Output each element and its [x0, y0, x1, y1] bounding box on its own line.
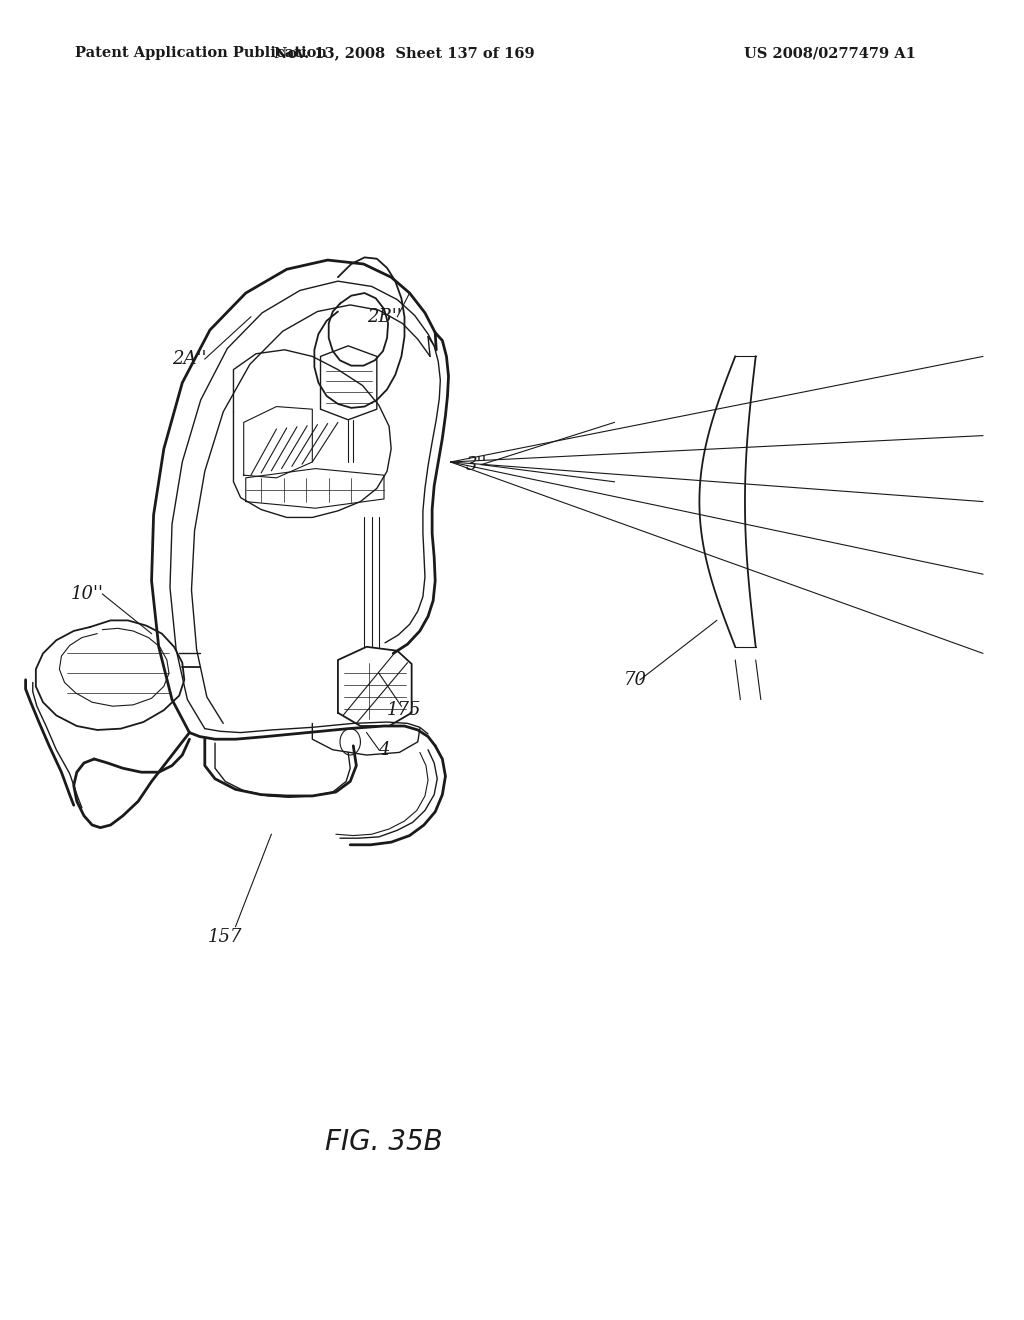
- Text: 175: 175: [387, 701, 422, 719]
- Text: 3'': 3'': [466, 455, 486, 474]
- Text: Nov. 13, 2008  Sheet 137 of 169: Nov. 13, 2008 Sheet 137 of 169: [274, 46, 535, 61]
- Text: 2B'': 2B'': [367, 308, 401, 326]
- Text: 2A'': 2A'': [172, 350, 207, 368]
- Text: 10'': 10'': [71, 585, 103, 603]
- Text: 70: 70: [624, 671, 646, 689]
- Text: 4: 4: [378, 741, 390, 759]
- Text: FIG. 35B: FIG. 35B: [326, 1127, 442, 1156]
- Text: Patent Application Publication: Patent Application Publication: [75, 46, 327, 61]
- Text: 157: 157: [208, 928, 243, 946]
- Text: US 2008/0277479 A1: US 2008/0277479 A1: [743, 46, 915, 61]
